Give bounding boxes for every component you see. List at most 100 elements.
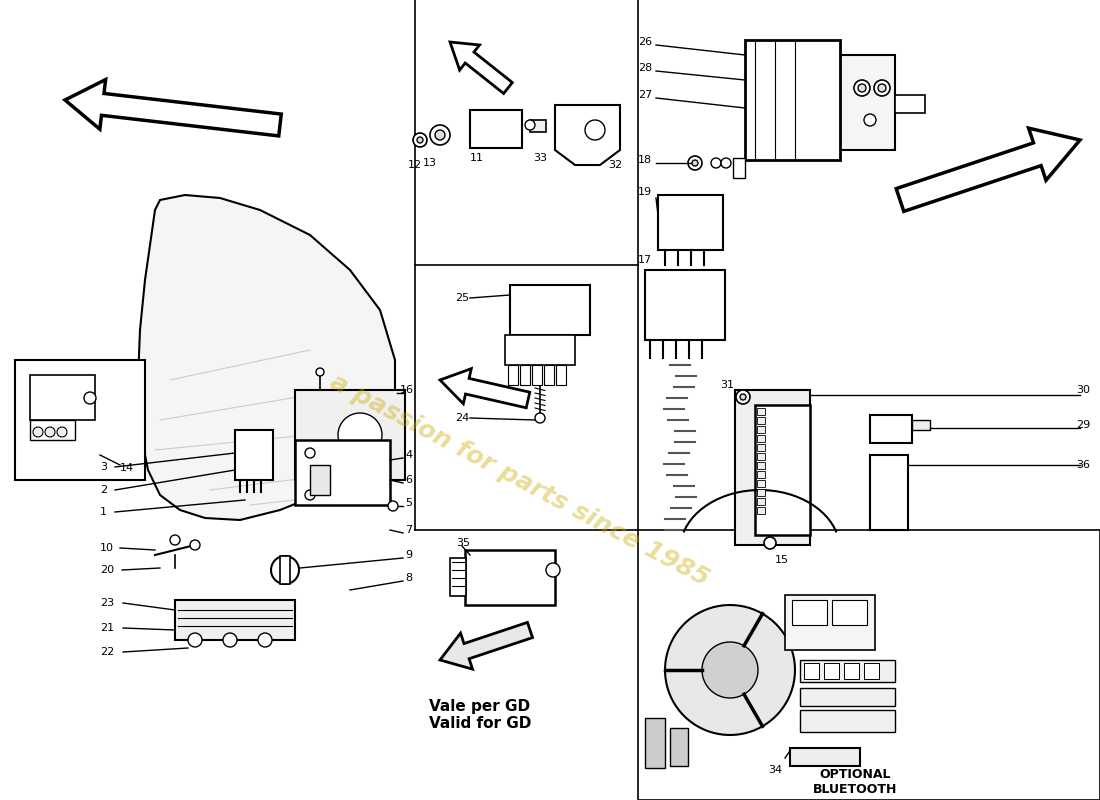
Circle shape — [740, 394, 746, 400]
Circle shape — [258, 633, 272, 647]
Text: a passion for parts since 1985: a passion for parts since 1985 — [327, 370, 714, 590]
Bar — [800, 710, 895, 732]
Circle shape — [223, 633, 236, 647]
Text: 11: 11 — [470, 153, 484, 163]
Text: 7: 7 — [405, 525, 412, 535]
Text: 22: 22 — [100, 647, 114, 657]
Text: 9: 9 — [405, 550, 412, 560]
Bar — [645, 718, 665, 768]
Bar — [295, 440, 390, 505]
Text: 15: 15 — [776, 555, 789, 565]
Bar — [645, 270, 725, 340]
Circle shape — [854, 80, 870, 96]
Bar — [757, 426, 764, 433]
Circle shape — [305, 448, 315, 458]
Polygon shape — [440, 369, 530, 408]
Bar — [895, 95, 925, 113]
Text: 6: 6 — [405, 475, 412, 485]
Bar — [755, 405, 810, 535]
Text: 2: 2 — [100, 485, 107, 495]
Circle shape — [412, 133, 427, 147]
Circle shape — [692, 160, 698, 166]
Bar — [295, 390, 405, 480]
Text: 5: 5 — [405, 498, 412, 508]
Bar — [520, 365, 530, 385]
Text: 21: 21 — [100, 623, 114, 633]
Circle shape — [720, 158, 732, 168]
Bar — [30, 420, 75, 440]
Text: 17: 17 — [638, 255, 652, 265]
Text: 28: 28 — [638, 63, 652, 73]
Bar — [870, 415, 912, 443]
Circle shape — [525, 120, 535, 130]
Bar — [505, 335, 575, 365]
Polygon shape — [138, 195, 395, 520]
Circle shape — [878, 84, 886, 92]
Bar — [280, 556, 290, 584]
Text: 20: 20 — [100, 565, 114, 575]
Bar — [864, 663, 879, 679]
Text: 12: 12 — [408, 160, 422, 170]
Text: 34: 34 — [768, 765, 782, 775]
Bar — [310, 465, 330, 495]
Circle shape — [170, 535, 180, 545]
Bar — [670, 728, 688, 766]
Text: 16: 16 — [400, 385, 414, 395]
Text: 32: 32 — [608, 160, 623, 170]
Text: OPTIONAL
BLUETOOTH: OPTIONAL BLUETOOTH — [813, 768, 898, 796]
Bar — [556, 365, 566, 385]
Bar — [757, 498, 764, 505]
Circle shape — [434, 130, 446, 140]
Polygon shape — [556, 105, 620, 165]
Bar — [870, 455, 907, 530]
Bar — [745, 40, 840, 160]
Bar — [757, 408, 764, 415]
Text: 23: 23 — [100, 598, 114, 608]
Bar — [735, 390, 810, 545]
Circle shape — [535, 413, 544, 423]
Text: 35: 35 — [456, 538, 470, 548]
Bar — [757, 462, 764, 469]
Bar — [465, 550, 556, 605]
Text: 4: 4 — [405, 450, 412, 460]
Circle shape — [864, 114, 876, 126]
Circle shape — [190, 540, 200, 550]
Polygon shape — [450, 42, 513, 94]
Bar — [757, 507, 764, 514]
Text: 29: 29 — [1076, 420, 1090, 430]
Text: 3: 3 — [100, 462, 107, 472]
Bar — [840, 55, 895, 150]
Bar — [544, 365, 554, 385]
Text: 14: 14 — [120, 463, 134, 473]
Circle shape — [858, 84, 866, 92]
Bar — [757, 489, 764, 496]
Circle shape — [874, 80, 890, 96]
Text: 10: 10 — [100, 543, 114, 553]
Bar — [175, 600, 295, 640]
Bar — [757, 471, 764, 478]
Bar — [450, 558, 466, 596]
Bar — [733, 158, 745, 178]
Bar — [824, 663, 839, 679]
Circle shape — [305, 490, 315, 500]
Circle shape — [45, 427, 55, 437]
Bar — [804, 663, 820, 679]
Bar — [15, 360, 145, 480]
Bar — [530, 120, 546, 132]
Circle shape — [736, 390, 750, 404]
Text: 1: 1 — [100, 507, 107, 517]
Polygon shape — [896, 128, 1080, 211]
Circle shape — [33, 427, 43, 437]
Circle shape — [271, 556, 299, 584]
Bar — [235, 430, 273, 480]
Bar — [30, 375, 95, 420]
Bar — [800, 688, 895, 706]
Polygon shape — [666, 605, 795, 735]
Circle shape — [338, 413, 382, 457]
Circle shape — [546, 563, 560, 577]
Circle shape — [764, 537, 776, 549]
Bar — [532, 365, 542, 385]
Text: 24: 24 — [455, 413, 470, 423]
Bar — [844, 663, 859, 679]
Text: 27: 27 — [638, 90, 652, 100]
